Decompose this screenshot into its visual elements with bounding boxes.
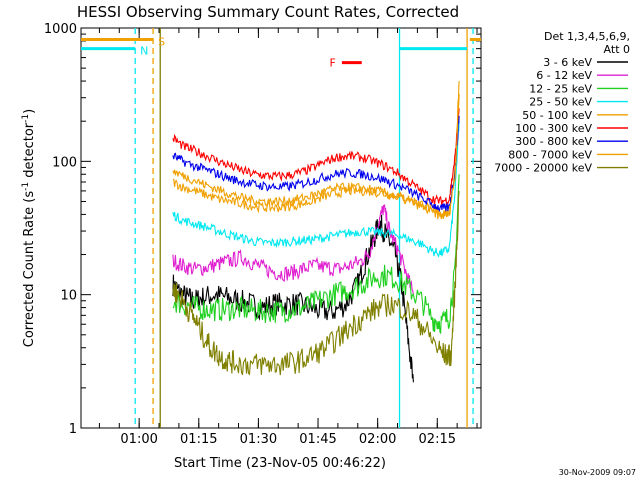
x-tick-label: 02:15 xyxy=(419,432,456,447)
legend-entry-label: 6 - 12 keV xyxy=(536,69,592,82)
y-axis-label: Corrected Count Rate (s-1 detector-1) xyxy=(21,109,37,347)
series-line xyxy=(172,121,460,258)
legend-entry-label: 25 - 50 keV xyxy=(529,96,592,109)
y-axis: 1 10 100 1000 xyxy=(44,22,481,437)
interval-markers xyxy=(134,28,474,428)
x-tick-label: 01:00 xyxy=(120,432,157,447)
y-tick-label: 10 xyxy=(60,289,77,304)
series-group xyxy=(172,81,460,383)
legend-entry-label: 300 - 800 keV xyxy=(515,135,592,148)
legend-entry-label: 100 - 300 keV xyxy=(515,122,592,135)
legend-entry-label: 800 - 7000 keV xyxy=(508,148,592,161)
annotation-label: S xyxy=(158,35,165,48)
x-axis-label: Start Time (23-Nov-05 00:46:22) xyxy=(174,456,386,471)
y-label-sup: -1 xyxy=(21,182,31,191)
plot-frame xyxy=(80,27,482,429)
y-label-part: ) xyxy=(22,109,37,114)
y-label-sup: -1 xyxy=(21,114,31,123)
x-tick-label: 02:00 xyxy=(359,432,396,447)
legend-entry-label: 12 - 25 keV xyxy=(529,82,592,95)
x-tick-label: 01:45 xyxy=(299,432,336,447)
annotation-label: F xyxy=(330,57,336,70)
y-label-part: detector xyxy=(22,122,37,182)
annotation-label: N xyxy=(140,45,148,58)
series-line xyxy=(172,81,460,219)
series-line xyxy=(172,190,460,376)
y-tick-label: 1 xyxy=(69,422,77,437)
x-axis: 01:00 01:15 01:30 01:45 02:00 02:15 xyxy=(98,28,478,447)
x-tick-label: 01:15 xyxy=(180,432,217,447)
chart-title: HESSI Observing Summary Count Rates, Cor… xyxy=(77,3,459,21)
legend-entry-label: 3 - 6 keV xyxy=(543,56,592,69)
timestamp: 30-Nov-2009 09:07 xyxy=(559,468,636,477)
legend-title: Det 1,3,4,5,6,9, xyxy=(544,30,630,43)
y-tick-label: 1000 xyxy=(44,22,77,37)
series-line xyxy=(172,174,460,334)
x-tick-label: 01:30 xyxy=(240,432,277,447)
series-line xyxy=(172,115,460,213)
legend-title: Att 0 xyxy=(604,43,630,56)
legend-entry-label: 7000 - 20000 keV xyxy=(494,162,592,175)
legend-entry-label: 50 - 100 keV xyxy=(522,109,592,122)
y-label-part: Corrected Count Rate (s xyxy=(22,191,37,348)
series-line xyxy=(172,93,460,220)
series-line xyxy=(172,203,414,295)
y-tick-label: 100 xyxy=(52,155,77,170)
annotations: NS F xyxy=(81,35,481,70)
